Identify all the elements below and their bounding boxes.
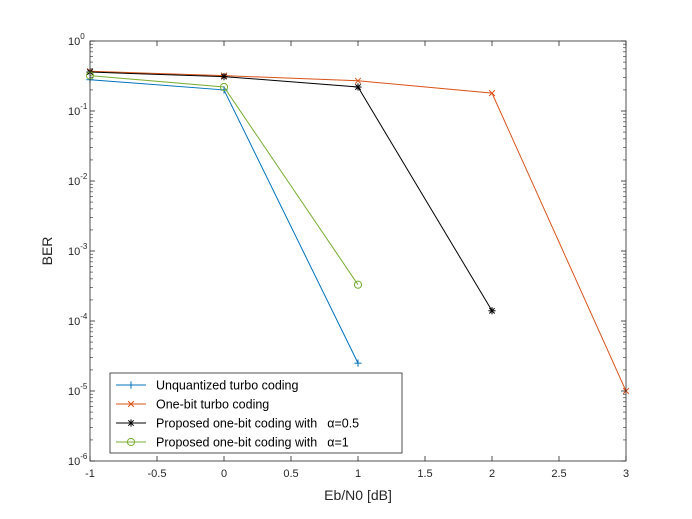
y-tick-label: 10-4: [68, 312, 88, 328]
y-tick-label: 10-2: [68, 172, 88, 188]
y-tick-base: 10: [68, 386, 80, 398]
legend-series-name: Proposed one-bit coding with: [156, 417, 317, 431]
x-tick-label: 2.5: [551, 468, 566, 480]
legend-entry-1: Unquantized turbo coding: [116, 379, 299, 393]
y-tick-base: 10: [68, 36, 80, 48]
y-tick-exponent: -6: [80, 452, 88, 461]
x-tick-label: 3: [623, 468, 629, 480]
y-tick-label: 10-1: [68, 102, 88, 118]
x-tick-label: 0: [221, 468, 227, 480]
y-tick-exponent: 0: [80, 32, 85, 41]
y-tick-base: 10: [68, 246, 80, 258]
legend-marker: [126, 437, 136, 447]
y-tick-exponent: -4: [80, 312, 88, 321]
x-tick-label: 2: [489, 468, 495, 480]
y-tick-label: 10-6: [68, 452, 88, 468]
legend-series-name: Proposed one-bit coding with: [156, 436, 317, 450]
legend-entry-3: Proposed one-bit coding with α=0.5: [116, 417, 359, 431]
y-tick-exponent: -1: [80, 102, 88, 111]
data-point-s3-4: [488, 307, 496, 315]
y-tick-base: 10: [68, 316, 80, 328]
data-point-s4-2: [219, 82, 229, 92]
y-tick-base: 10: [68, 456, 80, 468]
y-axis-label: BER: [39, 237, 55, 266]
legend-series-name: Unquantized turbo coding: [156, 379, 299, 393]
legend-series-name: One-bit turbo coding: [156, 398, 269, 412]
legend-marker: [127, 381, 135, 389]
y-tick-label: 10-3: [68, 242, 88, 258]
x-tick-label: 1: [355, 468, 361, 480]
y-tick-base: 10: [68, 176, 80, 188]
data-point-s3-3: [354, 83, 362, 91]
legend-entry-4: Proposed one-bit coding with α=1: [116, 436, 349, 450]
data-point-s4-3: [353, 280, 363, 289]
legend-box: [109, 372, 403, 454]
data-point-s2-3: [354, 77, 362, 85]
legend-marker: [127, 400, 135, 408]
y-tick-label: 10-5: [68, 382, 88, 398]
data-point-s1-3: [354, 359, 362, 367]
legend-label: Proposed one-bit coding with α=0.5: [156, 417, 359, 431]
y-tick-base: 10: [68, 106, 80, 118]
y-tick-exponent: -5: [80, 382, 88, 391]
series-line-3: [89, 71, 493, 312]
data-point-s2-4: [488, 89, 496, 97]
legend-entry-2: One-bit turbo coding: [116, 398, 269, 412]
x-axis-label: Eb/N0 [dB]: [324, 487, 392, 503]
x-tick-label: -1: [85, 468, 95, 480]
legend-label: Unquantized turbo coding: [156, 379, 299, 393]
x-axis-ticks: -1 -0.5 0 0.5 1 1.5 2 2.5 3: [85, 41, 629, 480]
y-tick-label: 100: [68, 32, 85, 48]
legend-label: One-bit turbo coding: [156, 398, 269, 412]
y-tick-exponent: -3: [80, 242, 88, 251]
data-point-s3-2: [220, 73, 228, 81]
legend: Unquantized turbo coding One-bit turbo co…: [109, 372, 403, 454]
x-tick-label: 0.5: [283, 468, 298, 480]
x-tick-label: 1.5: [417, 468, 432, 480]
x-tick-label: -0.5: [148, 468, 167, 480]
y-tick-exponent: -2: [80, 172, 88, 181]
legend-alpha-value: α=0.5: [327, 417, 359, 431]
legend-alpha-value: α=1: [327, 436, 349, 450]
legend-label: Proposed one-bit coding with α=1: [156, 436, 349, 450]
legend-marker: [127, 419, 135, 427]
